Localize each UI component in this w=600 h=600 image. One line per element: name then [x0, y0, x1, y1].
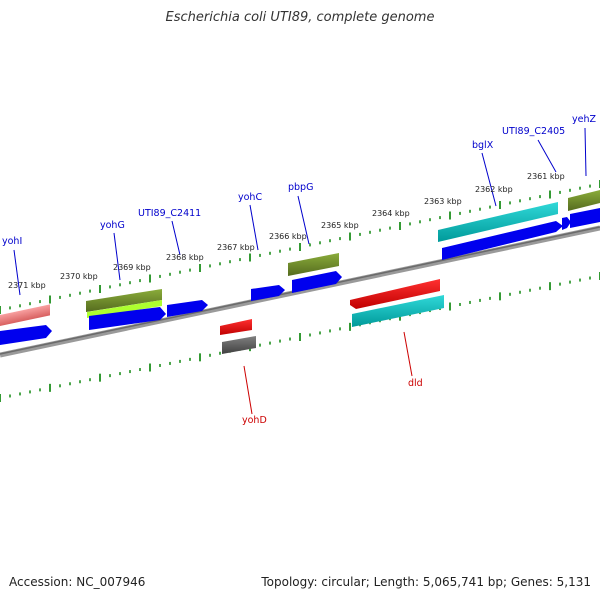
scale-label: 2369 kbp: [113, 263, 151, 272]
feature-bglX-cyan: [438, 202, 558, 242]
gene-leader-line: [481, 152, 497, 207]
gene-leader-line: [243, 365, 253, 415]
gene-label: yohG: [100, 220, 125, 231]
feature-dld-cyan: [352, 295, 444, 327]
feature-dld-red: [350, 279, 440, 309]
accession-label: Accession: NC_007946: [9, 575, 146, 589]
upper-scale-track: [0, 180, 600, 314]
feature-pbpG-olive: [288, 253, 339, 276]
gene-label: yohI: [2, 236, 22, 247]
gene-label: yohD: [242, 415, 267, 426]
gene-label: dld: [408, 378, 423, 389]
genome-summary-label: Topology: circular; Length: 5,065,741 bp…: [261, 575, 591, 589]
gene-label: bglX: [472, 140, 494, 151]
scale-label: 2367 kbp: [217, 243, 255, 252]
feature-yohD-red: [220, 319, 252, 335]
cds-forward-track: [0, 208, 600, 345]
gene-label: UTI89_C2411: [138, 208, 201, 219]
map-title: Escherichia coli UTI89, complete genome: [165, 10, 435, 25]
gene-leader-line: [297, 195, 310, 245]
gene-label: yehZ: [572, 114, 596, 125]
scale-label: 2362 kbp: [475, 185, 513, 194]
gene-leader-line: [403, 331, 413, 377]
scale-label: 2370 kbp: [60, 272, 98, 281]
gene-leader-line: [171, 220, 181, 256]
scale-labels: 2371 kbp 2370 kbp 2369 kbp 2368 kbp 2367 kbp…: [8, 172, 565, 290]
gene-label: yohC: [238, 192, 262, 203]
gene-leader-line: [13, 249, 21, 296]
feature-yohG-olive: [86, 289, 162, 318]
feature-yohD-gray: [222, 336, 256, 354]
gene-leader-line: [584, 127, 587, 177]
scale-label: 2363 kbp: [424, 197, 462, 206]
scale-label: 2364 kbp: [372, 209, 410, 218]
gene-label: pbpG: [288, 182, 313, 193]
gene-labels: yohI yohG UTI89_C2411 yohC pbpG bglX UTI89_C24…: [2, 114, 596, 426]
scale-label: 2371 kbp: [8, 281, 46, 290]
gene-label: UTI89_C2405: [502, 126, 565, 137]
gene-leader-line: [113, 232, 121, 281]
scale-label: 2366 kbp: [269, 232, 307, 241]
gene-leader-line: [537, 139, 557, 173]
scale-label: 2365 kbp: [321, 221, 359, 230]
feature-yohI-pink: [0, 304, 50, 328]
gene-leader-line: [249, 204, 259, 251]
feature-yehZ-olive: [568, 190, 600, 211]
scale-label: 2361 kbp: [527, 172, 565, 181]
scale-label: 2368 kbp: [166, 253, 204, 262]
